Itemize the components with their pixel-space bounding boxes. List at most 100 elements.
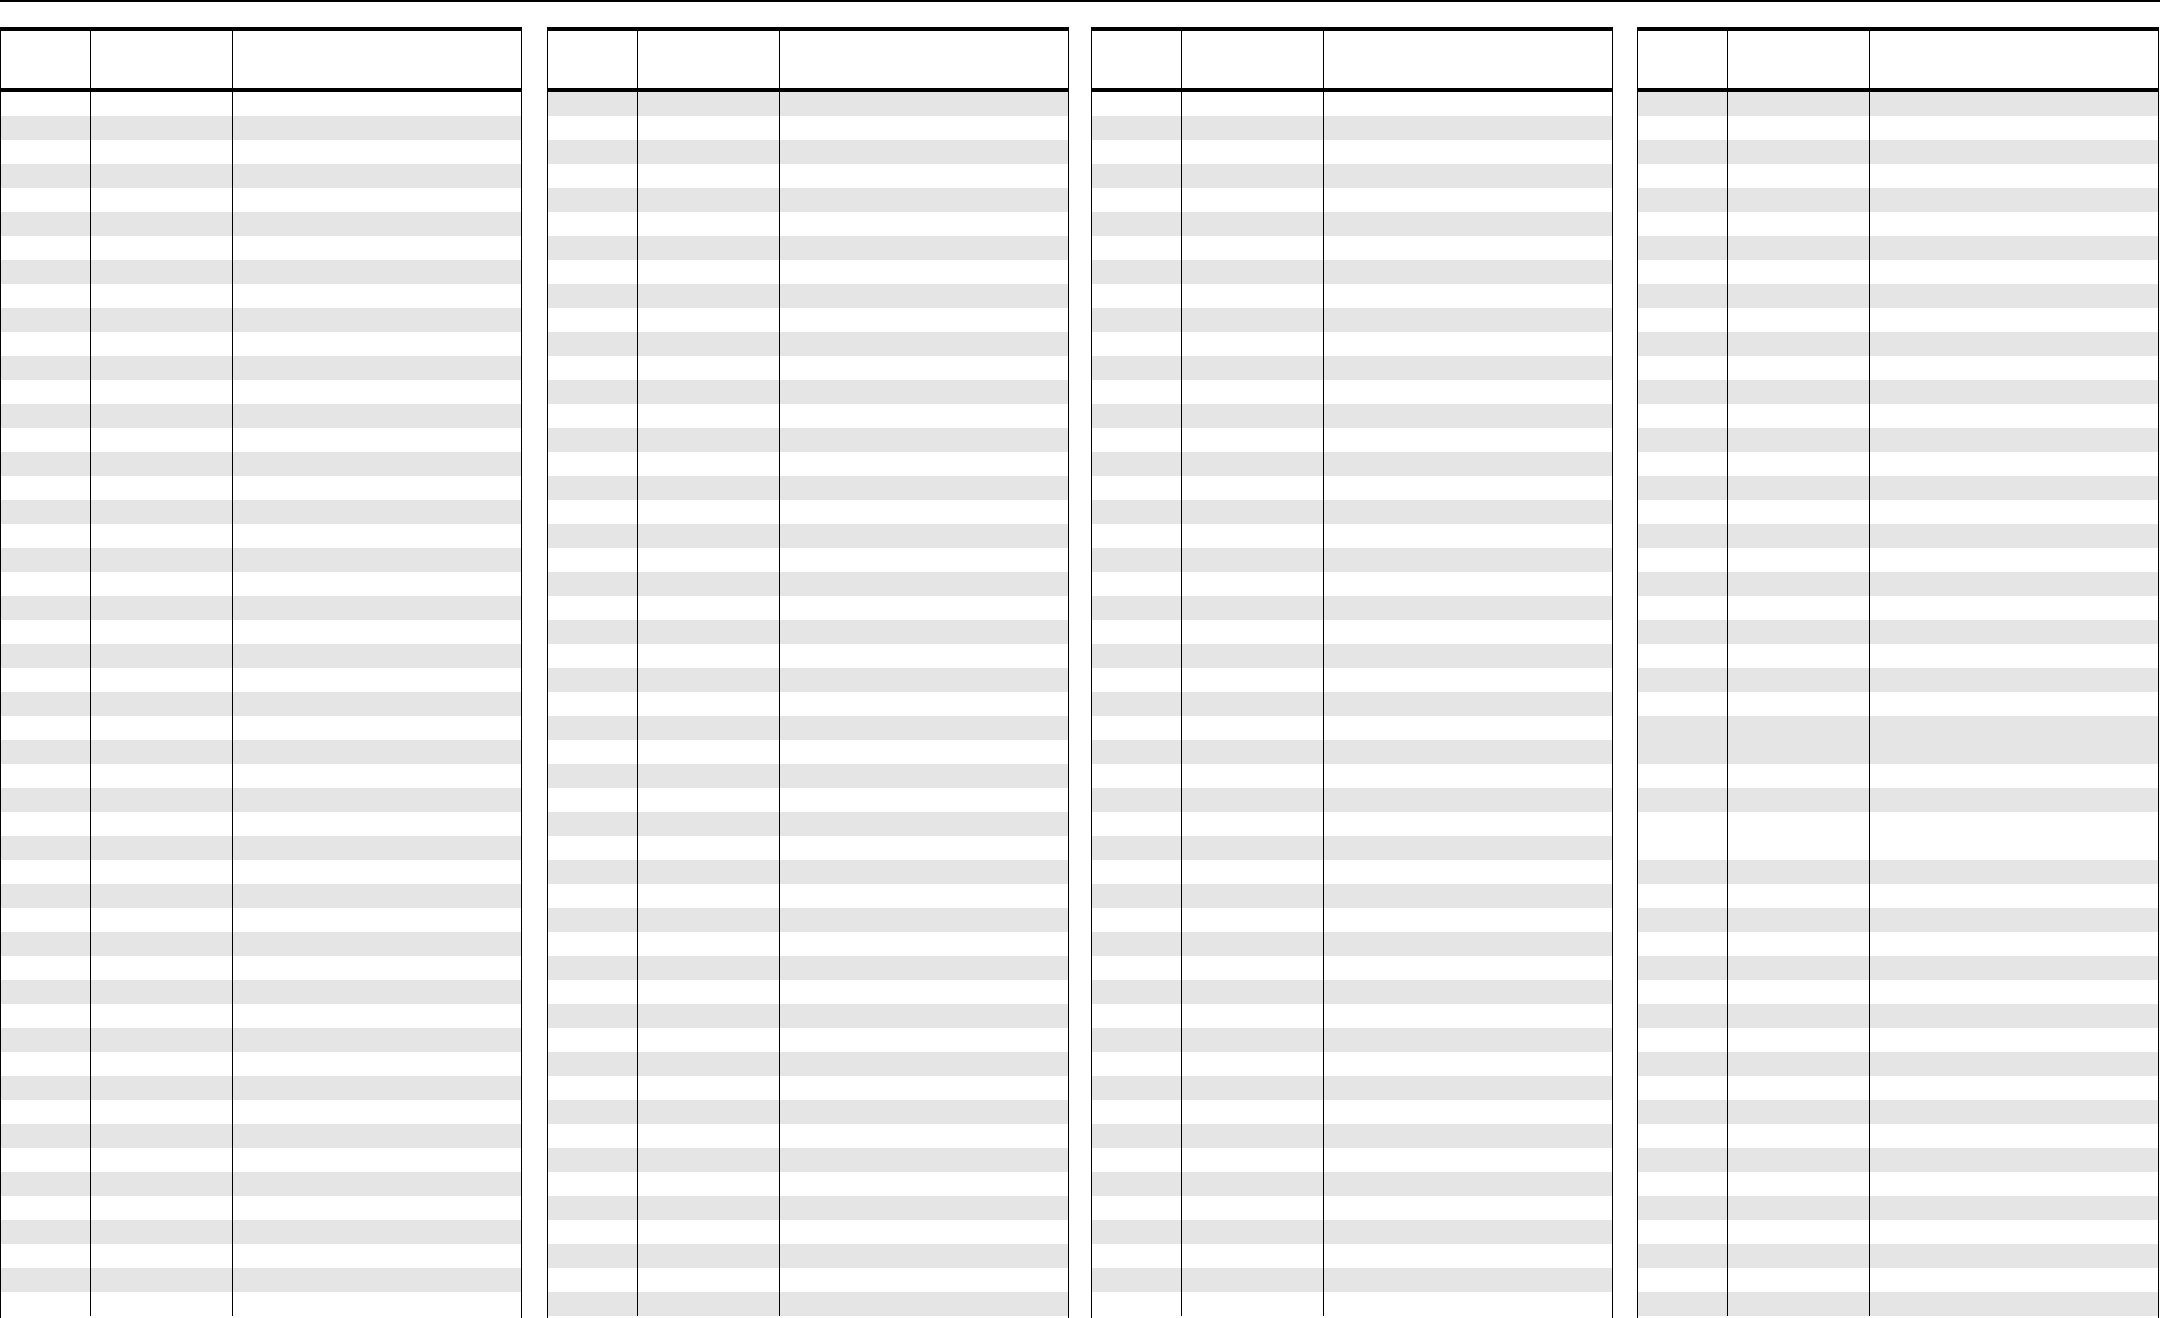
table-cell[interactable] bbox=[548, 332, 638, 356]
table-cell[interactable] bbox=[233, 332, 521, 356]
table-cell[interactable] bbox=[1182, 1220, 1324, 1244]
table-cell[interactable] bbox=[1, 1100, 91, 1124]
table-cell[interactable] bbox=[1870, 620, 2158, 644]
table-cell[interactable] bbox=[638, 284, 780, 308]
table-row[interactable] bbox=[548, 1052, 1068, 1076]
table-cell[interactable] bbox=[1, 764, 91, 788]
table-cell[interactable] bbox=[1324, 476, 1612, 500]
table-cell[interactable] bbox=[1638, 1076, 1728, 1100]
table-cell[interactable] bbox=[1870, 572, 2158, 596]
table-cell[interactable] bbox=[548, 644, 638, 668]
table-cell[interactable] bbox=[1092, 92, 1182, 116]
table-row[interactable] bbox=[1092, 1268, 1612, 1292]
table-row[interactable] bbox=[1, 260, 521, 284]
table-row[interactable] bbox=[1092, 884, 1612, 908]
table-cell[interactable] bbox=[1728, 1220, 1870, 1244]
table-row[interactable] bbox=[1, 428, 521, 452]
table-cell[interactable] bbox=[1870, 140, 2158, 164]
table-row[interactable] bbox=[548, 908, 1068, 932]
table-row[interactable] bbox=[1638, 476, 2158, 500]
table-cell[interactable] bbox=[1182, 140, 1324, 164]
table-cell[interactable] bbox=[91, 116, 233, 140]
table-cell[interactable] bbox=[91, 716, 233, 740]
table-cell[interactable] bbox=[780, 1172, 1068, 1196]
table-cell[interactable] bbox=[1638, 1268, 1728, 1292]
table-cell[interactable] bbox=[91, 1292, 233, 1316]
table-cell[interactable] bbox=[1728, 1244, 1870, 1268]
table-cell[interactable] bbox=[233, 884, 521, 908]
table-row[interactable] bbox=[1092, 1172, 1612, 1196]
table-row[interactable] bbox=[548, 116, 1068, 140]
table-cell[interactable] bbox=[1728, 884, 1870, 908]
table-cell[interactable] bbox=[548, 164, 638, 188]
table-cell[interactable] bbox=[1092, 500, 1182, 524]
table-cell[interactable] bbox=[1638, 1028, 1728, 1052]
table-row[interactable] bbox=[1, 212, 521, 236]
table-cell[interactable] bbox=[1092, 740, 1182, 764]
table-cell[interactable] bbox=[638, 884, 780, 908]
table-cell[interactable] bbox=[233, 116, 521, 140]
table-row[interactable] bbox=[1, 692, 521, 716]
table-cell[interactable] bbox=[1638, 1148, 1728, 1172]
table-cell[interactable] bbox=[1182, 692, 1324, 716]
table-cell[interactable] bbox=[1, 188, 91, 212]
table-cell[interactable] bbox=[233, 356, 521, 380]
table-cell[interactable] bbox=[1870, 260, 2158, 284]
table-cell[interactable] bbox=[1092, 524, 1182, 548]
table-row[interactable] bbox=[548, 620, 1068, 644]
table-cell[interactable] bbox=[548, 908, 638, 932]
table-row[interactable] bbox=[1, 1172, 521, 1196]
table-cell[interactable] bbox=[548, 548, 638, 572]
table-cell[interactable] bbox=[1092, 764, 1182, 788]
table-row[interactable] bbox=[1638, 1292, 2158, 1316]
table-cell[interactable] bbox=[1870, 308, 2158, 332]
table-cell[interactable] bbox=[1638, 716, 1728, 764]
table-row[interactable] bbox=[1638, 188, 2158, 212]
table-cell[interactable] bbox=[780, 644, 1068, 668]
table-row[interactable] bbox=[1, 980, 521, 1004]
table-cell[interactable] bbox=[1, 908, 91, 932]
table-cell[interactable] bbox=[548, 524, 638, 548]
table-cell[interactable] bbox=[1870, 1052, 2158, 1076]
table-row[interactable] bbox=[1092, 692, 1612, 716]
table-cell[interactable] bbox=[1728, 1052, 1870, 1076]
table-row[interactable] bbox=[1, 332, 521, 356]
table-cell[interactable] bbox=[1, 452, 91, 476]
table-row[interactable] bbox=[1092, 212, 1612, 236]
table-row[interactable] bbox=[1, 884, 521, 908]
column-header[interactable] bbox=[780, 31, 1068, 88]
table-row[interactable] bbox=[1638, 668, 2158, 692]
table-row[interactable] bbox=[1638, 908, 2158, 932]
column-header[interactable] bbox=[1324, 31, 1612, 88]
table-cell[interactable] bbox=[1324, 356, 1612, 380]
table-row[interactable] bbox=[1638, 860, 2158, 884]
table-cell[interactable] bbox=[1324, 716, 1612, 740]
table-cell[interactable] bbox=[1638, 860, 1728, 884]
table-cell[interactable] bbox=[780, 140, 1068, 164]
table-cell[interactable] bbox=[780, 788, 1068, 812]
table-cell[interactable] bbox=[780, 812, 1068, 836]
table-cell[interactable] bbox=[91, 332, 233, 356]
table-cell[interactable] bbox=[1092, 476, 1182, 500]
table-cell[interactable] bbox=[1182, 1076, 1324, 1100]
table-row[interactable] bbox=[548, 1076, 1068, 1100]
table-cell[interactable] bbox=[1182, 1148, 1324, 1172]
table-cell[interactable] bbox=[1, 1076, 91, 1100]
table-cell[interactable] bbox=[1092, 692, 1182, 716]
table-cell[interactable] bbox=[1, 356, 91, 380]
table-cell[interactable] bbox=[548, 836, 638, 860]
table-cell[interactable] bbox=[1324, 812, 1612, 836]
table-cell[interactable] bbox=[1182, 1004, 1324, 1028]
table-cell[interactable] bbox=[1, 596, 91, 620]
table-row[interactable] bbox=[1092, 404, 1612, 428]
table-cell[interactable] bbox=[780, 548, 1068, 572]
table-cell[interactable] bbox=[638, 956, 780, 980]
table-cell[interactable] bbox=[638, 212, 780, 236]
table-cell[interactable] bbox=[91, 932, 233, 956]
table-row[interactable] bbox=[1638, 716, 2158, 764]
table-cell[interactable] bbox=[1870, 1076, 2158, 1100]
table-row[interactable] bbox=[1, 308, 521, 332]
table-cell[interactable] bbox=[780, 212, 1068, 236]
table-cell[interactable] bbox=[1182, 1172, 1324, 1196]
table-row[interactable] bbox=[1638, 1028, 2158, 1052]
